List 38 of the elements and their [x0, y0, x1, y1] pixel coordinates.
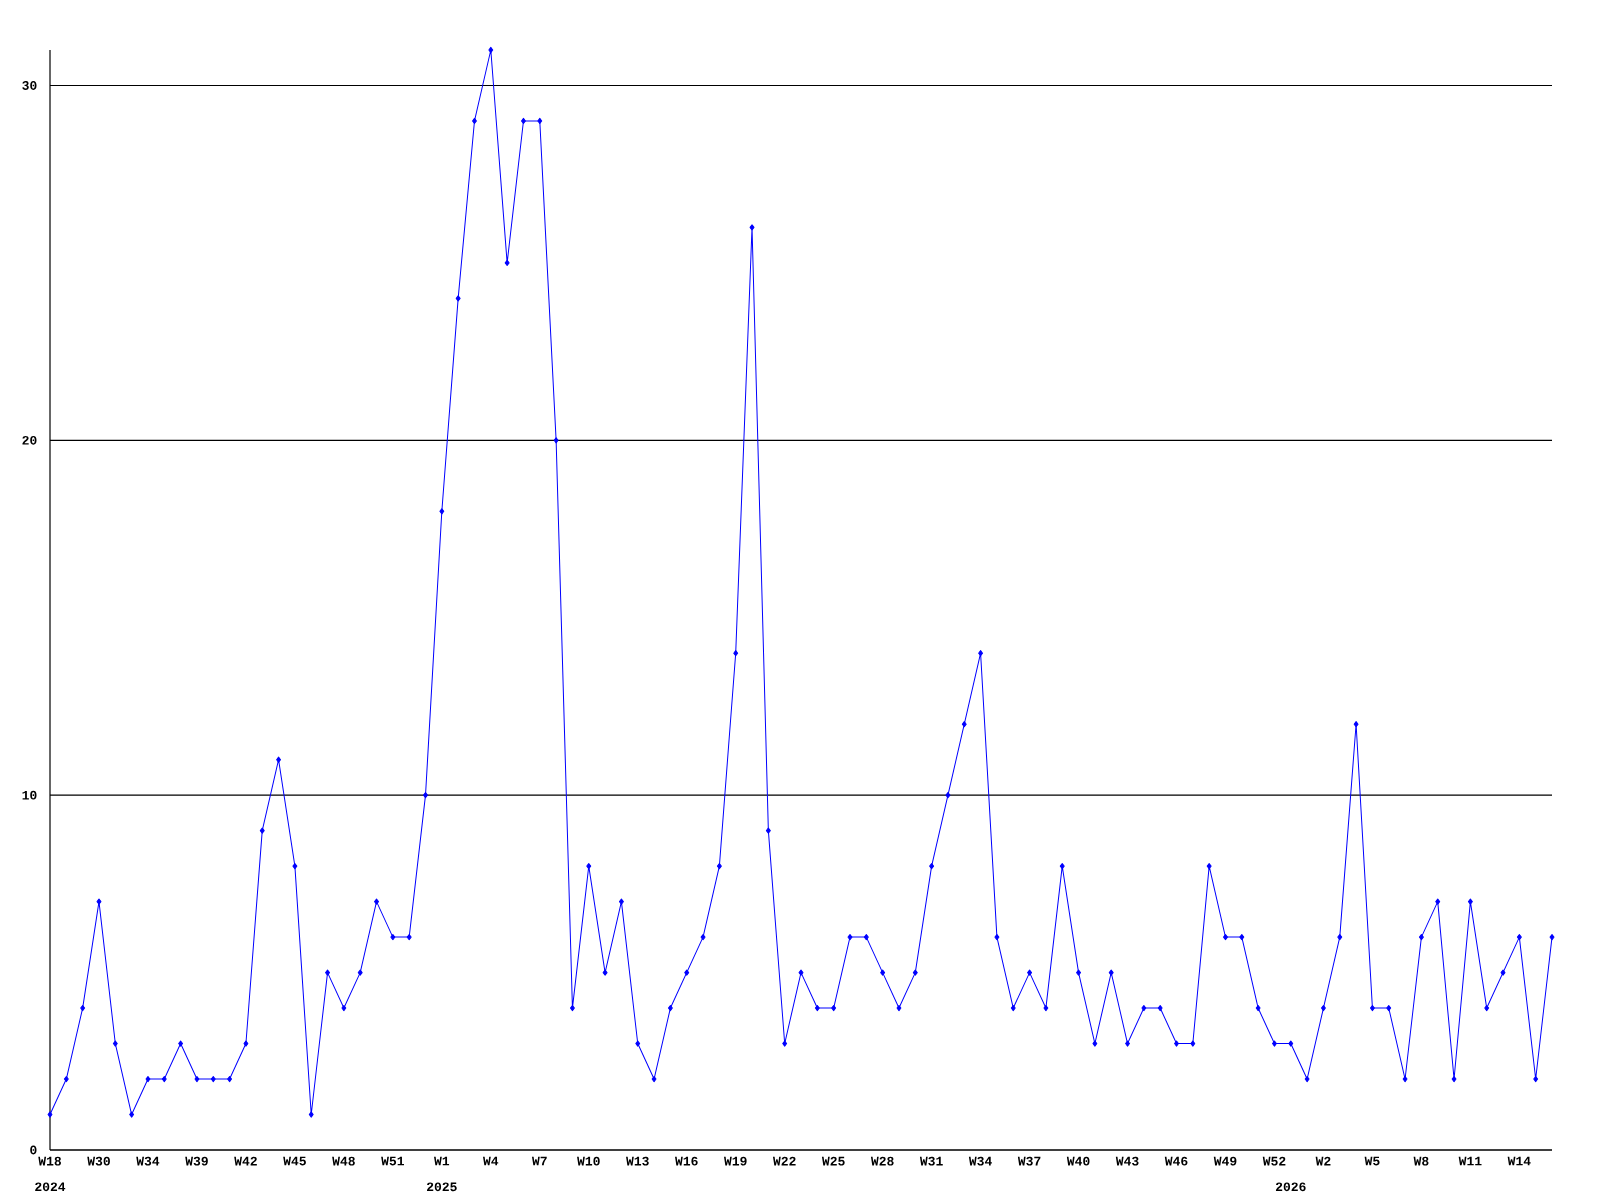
- x-tick-label: W14: [1507, 1156, 1531, 1166]
- text: 2025: [427, 1182, 457, 1192]
- x-tick-label: W13: [626, 1156, 649, 1166]
- x-tick-label: W37: [1017, 1156, 1041, 1166]
- x-tick-label: W30: [87, 1156, 110, 1166]
- x-tick-label: W18: [38, 1156, 61, 1166]
- x-tick-label: W52: [1262, 1156, 1286, 1166]
- y-tick-label: 30: [22, 81, 37, 90]
- x-tick-label: W46: [1164, 1156, 1188, 1166]
- x-tick-label: W42: [234, 1156, 257, 1166]
- x-tick-label: W48: [332, 1156, 355, 1166]
- x-tick-label: W2: [1315, 1156, 1331, 1166]
- x-tick-label: W7: [531, 1156, 547, 1166]
- x-tick-label: W31: [919, 1156, 943, 1166]
- x-tick-label: W39: [185, 1156, 208, 1166]
- x-tick-label: W11: [1458, 1156, 1482, 1166]
- x-tick-label: W25: [821, 1156, 845, 1166]
- y-tick-label: 20: [22, 435, 37, 445]
- x-tick-label: W51: [381, 1156, 404, 1166]
- text: 2024: [35, 1182, 66, 1192]
- x-tick-label: W28: [870, 1156, 894, 1166]
- text: 2026: [1275, 1182, 1306, 1192]
- x-tick-label: W40: [1066, 1156, 1090, 1166]
- x-tick-label: W34: [136, 1156, 160, 1166]
- x-tick-label: W1: [434, 1156, 450, 1166]
- x-tick-label: W4: [483, 1156, 499, 1166]
- x-tick-label: W49: [1213, 1156, 1237, 1166]
- x-tick-label: W34: [968, 1156, 992, 1166]
- x-tick-label: W45: [283, 1156, 306, 1166]
- x-tick-label: W5: [1364, 1156, 1380, 1166]
- y-tick-label: 10: [22, 790, 37, 800]
- x-tick-label: W10: [577, 1156, 600, 1166]
- y-tick-label: 0: [30, 1145, 37, 1155]
- x-tick-label: W8: [1413, 1156, 1429, 1166]
- x-tick-label: W22: [772, 1156, 796, 1166]
- x-tick-label: W16: [675, 1156, 698, 1166]
- x-tick-label: W43: [1115, 1156, 1139, 1166]
- x-tick-label: W19: [724, 1156, 747, 1166]
